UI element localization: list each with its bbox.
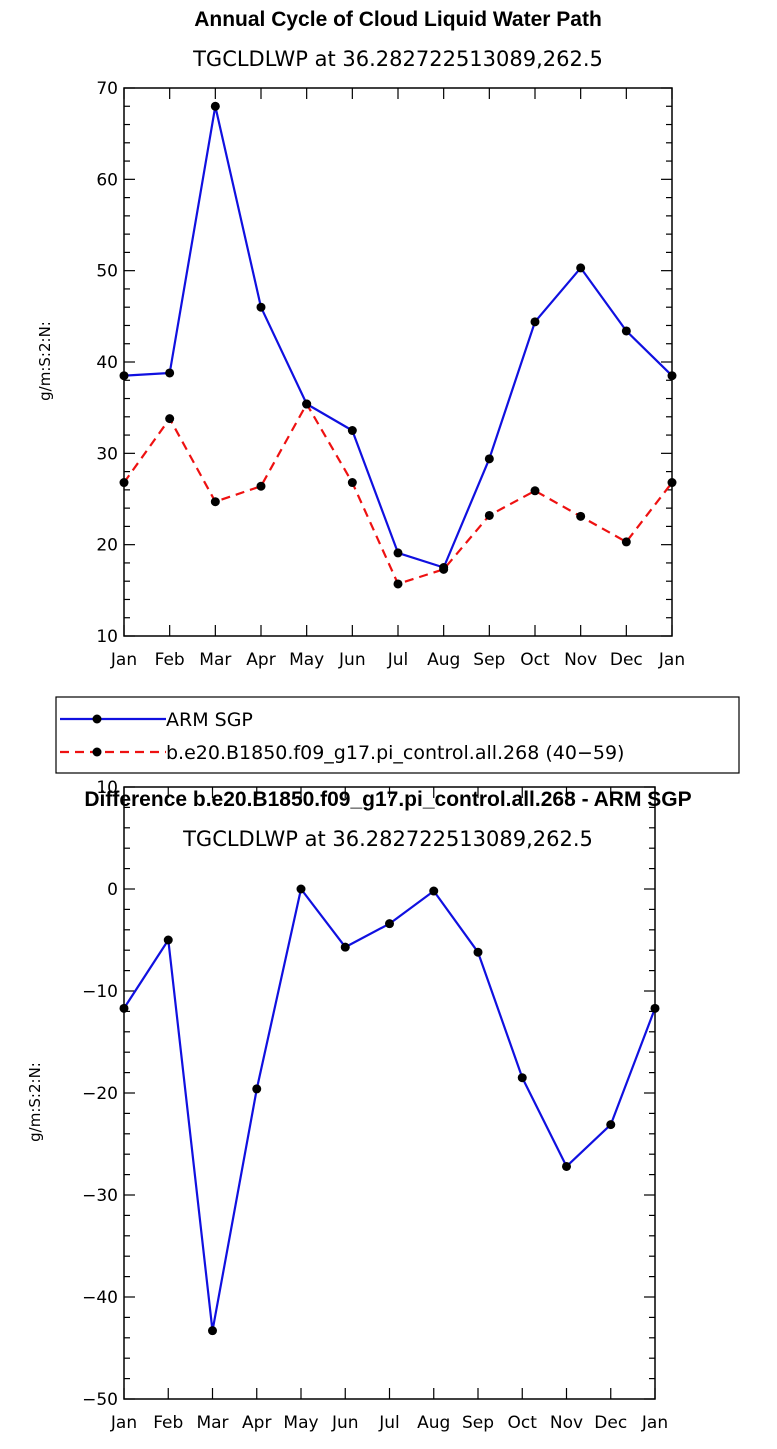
chart2-xtick-label: Dec xyxy=(594,1413,627,1433)
chart2-xtick-label: Apr xyxy=(242,1413,271,1433)
chart2-ytick-label: −10 xyxy=(82,982,118,1002)
chart1-point xyxy=(165,368,174,377)
chart2-point xyxy=(518,1073,527,1082)
chart1-point xyxy=(348,426,357,435)
chart2-xtick-label: Aug xyxy=(417,1413,450,1433)
chart2-series-arm-line xyxy=(124,889,655,1331)
chart1-point xyxy=(622,326,631,335)
chart1-ytick-label: 30 xyxy=(96,444,118,464)
chart2-xtick-label: Feb xyxy=(153,1413,183,1433)
chart1-xtick-label: Aug xyxy=(427,650,460,670)
chart2-point xyxy=(606,1120,615,1129)
chart1-point xyxy=(120,371,129,380)
legend-label-model: b.e20.B1850.f09_g17.pi_control.all.268 (… xyxy=(166,742,624,764)
figure: Annual Cycle of Cloud Liquid Water Path … xyxy=(0,0,777,1449)
legend-marker-model xyxy=(93,748,102,757)
chart2-title: Difference b.e20.B1850.f09_g17.pi_contro… xyxy=(84,788,691,811)
chart1-point xyxy=(394,548,403,557)
chart2-xtick-label: Jul xyxy=(378,1413,400,1433)
chart2-xtick-label: Jan xyxy=(110,1413,137,1433)
chart1-xtick-label: Mar xyxy=(199,650,231,670)
chart2-point xyxy=(120,1004,129,1013)
chart1-title: Annual Cycle of Cloud Liquid Water Path xyxy=(194,8,602,31)
chart2-point xyxy=(651,1004,660,1013)
chart2-xtick-label: Jun xyxy=(331,1413,359,1433)
chart1-point xyxy=(257,482,266,491)
chart2-point xyxy=(208,1326,217,1335)
chart2-ytick-label: −40 xyxy=(82,1288,118,1308)
chart2-ytick-label: 0 xyxy=(107,880,118,900)
chart2-point xyxy=(164,936,173,945)
chart1-ylabel: g/m:S:2:N: xyxy=(36,321,54,401)
chart1-xtick-label: Dec xyxy=(610,650,643,670)
chart1-subtitle: TGCLDLWP at 36.282722513089,262.5 xyxy=(192,47,603,71)
chart1-plot: 10 20 30 40 50 60 70 Jan Feb Mar Apr May Jun Jul Aug Se… xyxy=(96,79,685,670)
chart1-point xyxy=(531,486,540,495)
chart1-point xyxy=(257,303,266,312)
chart1-xtick-label: Nov xyxy=(564,650,597,670)
chart1-point xyxy=(485,454,494,463)
chart1-xtick-label: Oct xyxy=(520,650,550,670)
chart2-xtick-label: Mar xyxy=(196,1413,228,1433)
chart1-point xyxy=(211,497,220,506)
chart2-point xyxy=(297,885,306,894)
chart1-point xyxy=(622,537,631,546)
chart1-point xyxy=(211,102,220,111)
chart2-ytick-label: −30 xyxy=(82,1186,118,1206)
chart2-subtitle: TGCLDLWP at 36.282722513089,262.5 xyxy=(182,827,593,851)
chart1-xtick-label: Jan xyxy=(658,650,685,670)
chart2-xtick-label: Oct xyxy=(508,1413,538,1433)
chart2-point xyxy=(385,919,394,928)
chart2-point xyxy=(429,887,438,896)
chart1-series-arm-line xyxy=(124,106,672,567)
chart1-xtick-label: May xyxy=(289,650,324,670)
chart1-point xyxy=(439,563,448,572)
chart2-point xyxy=(474,948,483,957)
chart1-point xyxy=(120,478,129,487)
legend-marker-arm xyxy=(93,715,102,724)
chart1-xtick-label: Jun xyxy=(338,650,366,670)
chart1-xtick-label: Apr xyxy=(246,650,275,670)
chart2-point xyxy=(341,943,350,952)
chart2-ytick-label: −20 xyxy=(82,1084,118,1104)
legend: ARM SGP b.e20.B1850.f09_g17.pi_control.a… xyxy=(56,697,739,773)
chart2-xtick-label: May xyxy=(283,1413,318,1433)
chart1-ytick-label: 70 xyxy=(96,79,118,99)
chart2-point xyxy=(562,1162,571,1171)
chart2-xtick-label: Sep xyxy=(462,1413,494,1433)
chart1-ytick-label: 40 xyxy=(96,353,118,373)
chart1-point xyxy=(485,511,494,520)
chart1-xtick-label: Jul xyxy=(387,650,409,670)
chart2-plot: −50 −40 −30 −20 −10 0 10 Jan Feb Mar Apr May Jun Jul A… xyxy=(82,778,668,1433)
chart1-xtick-label: Feb xyxy=(155,650,185,670)
chart1-point xyxy=(576,263,585,272)
chart1-ytick-label: 10 xyxy=(96,627,118,647)
chart2-ytick-label: −50 xyxy=(82,1390,118,1410)
chart2-point xyxy=(252,1084,261,1093)
chart1-ytick-label: 20 xyxy=(96,536,118,556)
chart2-xtick-label: Jan xyxy=(641,1413,668,1433)
chart1-ytick-label: 50 xyxy=(96,262,118,282)
chart1-point xyxy=(668,478,677,487)
chart1-point xyxy=(348,478,357,487)
chart2-ytick-label: 10 xyxy=(96,778,118,798)
chart2-ylabel: g/m:S:2:N: xyxy=(26,1062,44,1142)
chart1-point xyxy=(394,579,403,588)
chart1-xtick-label: Jan xyxy=(110,650,137,670)
chart1-point xyxy=(165,414,174,423)
chart1-ytick-label: 60 xyxy=(96,170,118,190)
chart1-point xyxy=(576,512,585,521)
chart2-frame xyxy=(124,787,655,1399)
chart2-xtick-label: Nov xyxy=(550,1413,583,1433)
chart1-xtick-label: Sep xyxy=(473,650,505,670)
chart1-point xyxy=(531,317,540,326)
chart1-point xyxy=(668,371,677,380)
chart1-point xyxy=(302,400,311,409)
legend-label-arm: ARM SGP xyxy=(166,709,253,731)
